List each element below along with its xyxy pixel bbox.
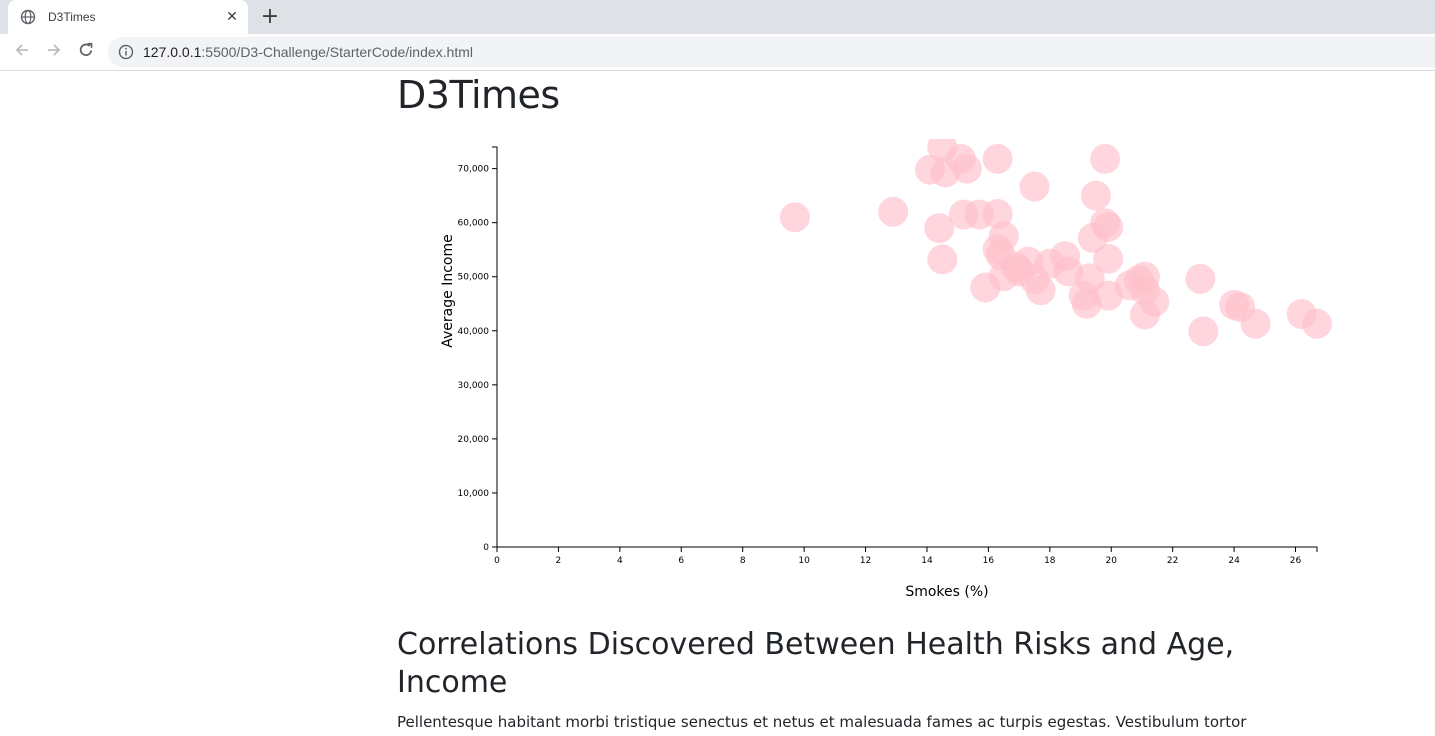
x-tick-label: 24 (1228, 556, 1240, 566)
address-bar[interactable]: 127.0.0.1:5500/D3-Challenge/StarterCode/… (108, 37, 1435, 67)
x-tick-label: 8 (740, 556, 746, 566)
arrow-left-icon (13, 41, 31, 63)
data-point (1093, 212, 1124, 242)
new-tab-button[interactable]: + (260, 4, 280, 29)
browser-toolbar: 127.0.0.1:5500/D3-Challenge/StarterCode/… (0, 34, 1435, 71)
browser-tab-d3times[interactable]: D3Times ✕ (8, 0, 248, 34)
data-point (779, 202, 810, 233)
back-button[interactable] (10, 40, 34, 64)
forward-button[interactable] (42, 40, 66, 64)
x-tick-label: 0 (494, 556, 500, 566)
data-point (1025, 275, 1056, 306)
x-tick-label: 12 (860, 556, 871, 566)
data-point (1090, 143, 1121, 174)
data-point (1302, 308, 1332, 339)
y-tick-label: 0 (483, 543, 489, 553)
data-point (1139, 286, 1170, 317)
y-axis-label: Average Income (440, 234, 456, 347)
section-heading: Correlations Discovered Between Health R… (397, 627, 1235, 700)
url-host: 127.0.0.1 (143, 44, 202, 60)
y-tick-label: 20,000 (458, 435, 490, 445)
data-point (927, 244, 958, 275)
info-icon[interactable] (118, 44, 134, 60)
data-point (982, 143, 1013, 174)
data-point (1093, 243, 1124, 274)
tab-title: D3Times (48, 10, 96, 24)
data-point (924, 213, 955, 244)
y-tick-label: 50,000 (458, 273, 490, 283)
data-point (951, 153, 982, 184)
x-tick-label: 6 (678, 556, 684, 566)
reload-button[interactable] (74, 40, 98, 64)
x-tick-label: 18 (1044, 556, 1056, 566)
x-tick-label: 14 (921, 556, 933, 566)
x-tick-label: 2 (556, 556, 562, 566)
page-title: D3Times (397, 73, 560, 117)
url-text: 127.0.0.1:5500/D3-Challenge/StarterCode/… (143, 44, 473, 60)
x-tick-label: 26 (1290, 556, 1302, 566)
body-paragraph: Pellentesque habitant morbi tristique se… (397, 713, 1247, 731)
x-tick-label: 16 (983, 556, 995, 566)
x-axis-label: Smokes (%) (905, 584, 988, 600)
y-tick-label: 30,000 (458, 381, 490, 391)
data-point (1019, 171, 1050, 202)
data-point (1185, 263, 1216, 294)
y-tick-label: 10,000 (458, 489, 490, 499)
x-tick-label: 22 (1167, 556, 1178, 566)
close-icon[interactable]: ✕ (226, 9, 238, 25)
x-tick-label: 10 (798, 556, 810, 566)
y-tick-label: 40,000 (458, 327, 490, 337)
globe-icon (20, 9, 36, 25)
data-point (970, 272, 1001, 303)
data-point (1240, 308, 1271, 339)
browser-tabstrip: D3Times ✕ + (0, 0, 1435, 34)
data-point (1188, 316, 1219, 347)
data-point (878, 196, 909, 227)
reload-icon (77, 41, 95, 63)
y-axis-line (492, 146, 498, 548)
data-point (1080, 180, 1111, 211)
url-path: :5500/D3-Challenge/StarterCode/index.htm… (201, 44, 473, 60)
y-tick-label: 70,000 (458, 165, 490, 175)
arrow-right-icon (45, 41, 63, 63)
x-tick-label: 20 (1106, 556, 1118, 566)
y-tick-label: 60,000 (458, 219, 490, 229)
scatter-chart: 0 10,000 20,000 30,000 40,000 50,000 60,000 70,… (440, 139, 1332, 600)
x-tick-label: 4 (617, 556, 623, 566)
